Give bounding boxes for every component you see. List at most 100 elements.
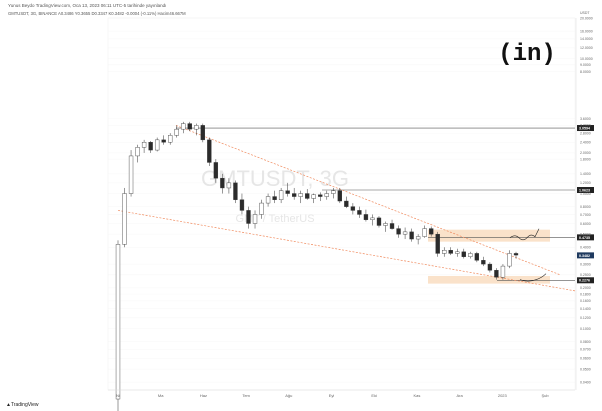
candle: [442, 250, 447, 254]
projection-curves: [509, 228, 547, 282]
candle: [200, 125, 205, 141]
chart-header: Yunus Beydo TradingView.com, Oca 13, 202…: [8, 3, 167, 8]
candle: [402, 231, 408, 235]
candle: [396, 228, 401, 235]
trendlines: [117, 125, 576, 292]
candle: [461, 251, 466, 257]
candle: [422, 228, 427, 237]
y-tick-label: 0.4000: [580, 246, 591, 250]
y-tick-label: 0.0500: [580, 367, 591, 371]
candle: [318, 194, 323, 197]
candle: [154, 139, 160, 151]
candle: [161, 139, 166, 143]
y-tick-label: 2.8000: [580, 132, 591, 136]
y-tick-label: 1.0000: [580, 192, 591, 196]
candle: [357, 210, 362, 215]
candle: [194, 125, 199, 130]
level-label-bg: [577, 125, 594, 132]
candle: [324, 193, 329, 197]
candle: [389, 223, 395, 229]
tradingview-logo-icon: ▲​: [6, 402, 11, 408]
candle: [474, 253, 480, 261]
candle: [265, 196, 271, 204]
x-tick-label: Kas: [413, 393, 420, 398]
level-label-bg: [577, 277, 594, 284]
x-tick-label: Haz: [200, 393, 207, 398]
candle: [455, 251, 460, 254]
tradingview-logo: ▲​ TradingView: [6, 402, 38, 408]
x-tick-label: Ni: [116, 393, 120, 398]
x-tick-label: Ma: [158, 393, 164, 398]
y-tick-label: 14.0000: [580, 37, 593, 41]
y-tick-label: 10.0000: [580, 57, 593, 61]
x-axis: Ni Ma Haz Tem Ağu Eyl Eki Kas Ara 2023 Şub: [108, 389, 575, 398]
candle: [128, 155, 134, 194]
tradingview-logo-text: TradingView: [10, 402, 39, 408]
candle: [337, 190, 342, 202]
level-label-bg: [577, 234, 594, 241]
candle: [481, 260, 486, 265]
candle: [272, 196, 277, 200]
candle: [376, 217, 382, 226]
level-label: 0.2276: [579, 279, 590, 283]
y-tick-label: 20.0000: [580, 16, 593, 20]
x-tick-label: Ara: [456, 393, 463, 398]
support-zone: [428, 275, 550, 284]
candle: [415, 236, 421, 240]
brand-logo-text: (in): [498, 41, 556, 68]
candle: [513, 253, 519, 256]
resistance-zone: [428, 229, 550, 242]
y-tick-label: 0.3000: [580, 262, 591, 266]
x-tick-label: Şub: [541, 393, 549, 398]
lower-trendline: [117, 210, 576, 292]
x-tick-label: 2023: [498, 393, 508, 398]
level-label: 0.4735: [579, 236, 590, 240]
candle: [226, 182, 232, 189]
candle: [285, 190, 290, 194]
y-tick-label: 9.0000: [580, 63, 591, 67]
candle: [494, 270, 499, 278]
candle: [122, 193, 127, 245]
x-tick-label: Ağu: [285, 393, 292, 398]
candle: [350, 206, 356, 211]
y-tick-label: 3.2000: [580, 124, 591, 128]
y-tick-label: 2.0000: [580, 151, 591, 155]
candle: [468, 253, 473, 257]
watermark-symbol: GMTUSDT, 3G: [201, 166, 349, 191]
candle: [507, 253, 512, 267]
candle: [278, 190, 284, 200]
x-tick-label: Eki: [371, 393, 377, 398]
projection-upper: [509, 228, 540, 241]
level-label: 1.0623: [579, 188, 590, 192]
candle: [187, 123, 192, 130]
candle: [429, 228, 434, 235]
projection-lower: [519, 273, 547, 282]
y-tick-label: 0.1400: [580, 307, 591, 311]
plot-border: [107, 17, 576, 391]
candle: [115, 244, 121, 400]
y-tick-label: 0.1000: [580, 327, 591, 331]
candle: [409, 231, 414, 240]
candle: [207, 139, 212, 163]
y-tick-label: 12.0000: [580, 46, 593, 50]
y-tick-label: 0.2500: [580, 273, 591, 277]
y-tick-label: 8.0000: [580, 70, 591, 74]
candle: [448, 250, 453, 254]
candle: [370, 217, 375, 220]
candle: [233, 182, 238, 200]
y-tick-label: 0.0700: [580, 348, 591, 352]
y-tick-label: 0.0600: [580, 357, 591, 361]
candle: [311, 194, 316, 199]
candle: [141, 142, 147, 148]
candle: [435, 233, 440, 254]
y-tick-label: 0.1600: [580, 299, 591, 303]
candle: [344, 200, 349, 207]
candle: [135, 147, 140, 157]
y-tick-label: 1.4000: [580, 172, 591, 176]
x-tick-label: Eyl: [329, 393, 335, 398]
candle: [500, 265, 506, 278]
grid: [107, 17, 576, 391]
